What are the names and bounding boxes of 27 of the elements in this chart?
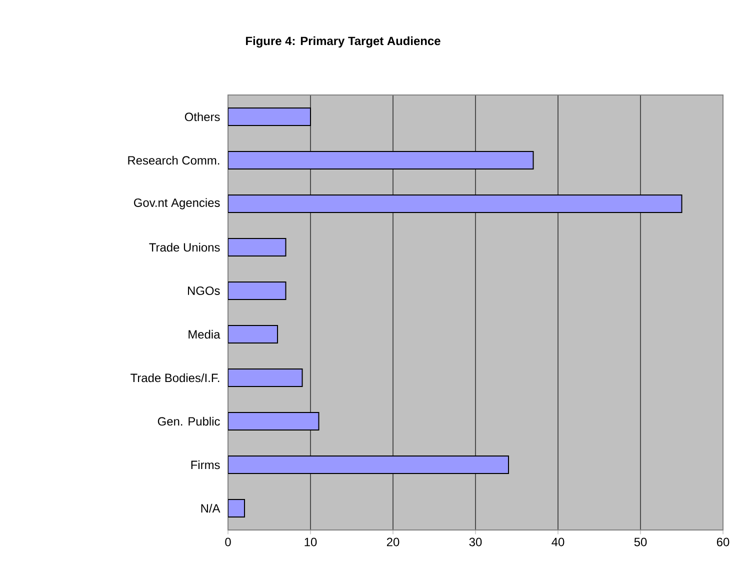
y-tick-label: Firms [191, 460, 220, 470]
bar [228, 151, 534, 170]
y-tick-label: NGOs [188, 286, 220, 295]
x-tick-label: 0 [225, 538, 231, 546]
x-tick-label: 50 [634, 538, 647, 546]
y-tick-label: Media [188, 330, 220, 339]
bar [228, 238, 286, 256]
x-tick-label: 30 [469, 538, 482, 546]
x-tick-label: 60 [716, 538, 730, 546]
chart-title: Figure 4: Primary Target Audience [246, 36, 440, 48]
x-tick-label: 10 [304, 538, 317, 546]
y-tick-label: Gen. Public [158, 416, 220, 426]
y-tick-label: Research Comm. [128, 156, 220, 165]
x-tick-label: 40 [552, 538, 564, 546]
bar [228, 325, 278, 344]
bar [228, 282, 286, 300]
bar [228, 108, 312, 126]
y-tick-label: Trade Bodies/I.F. [130, 373, 220, 382]
bar [228, 412, 320, 430]
y-tick-label: Trade Unions [149, 242, 220, 252]
y-tick-label: N/A [201, 504, 220, 513]
y-tick-label: Gov.nt Agencies [134, 198, 220, 210]
bar [228, 368, 303, 387]
bar [228, 456, 510, 474]
y-tick-label: Others [184, 112, 220, 122]
bar [228, 194, 682, 213]
x-tick-label: 20 [386, 538, 400, 546]
